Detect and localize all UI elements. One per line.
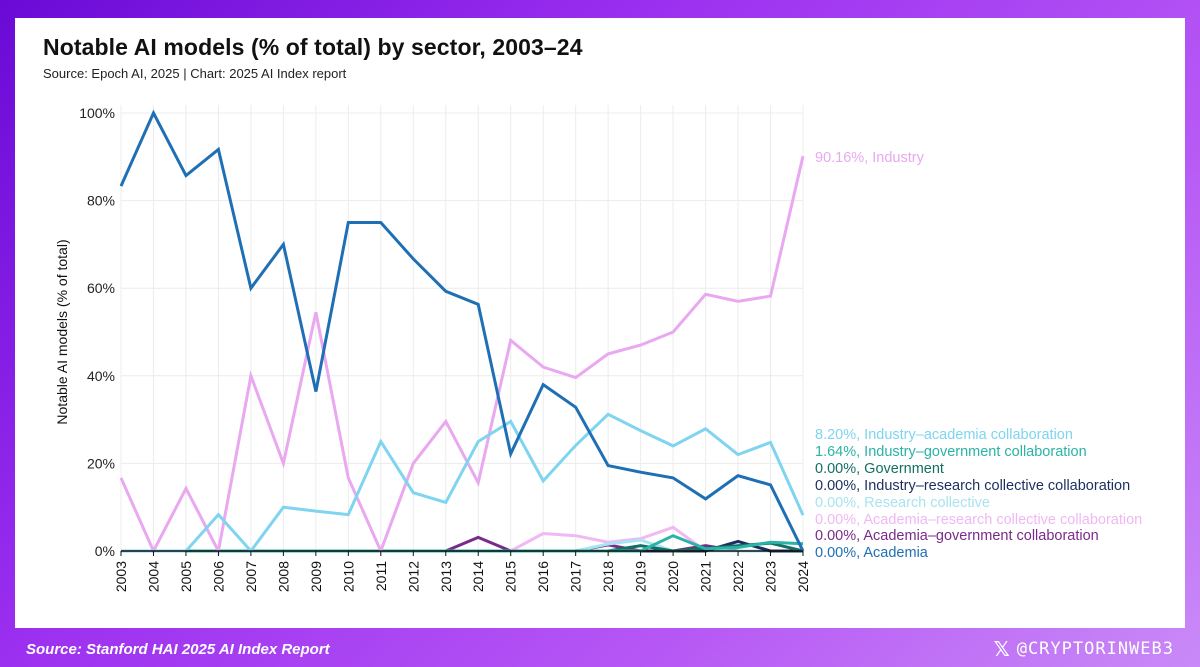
series-end-label: 90.16%, Industry <box>815 150 925 166</box>
series-end-label: 0.00%, Government <box>815 461 944 477</box>
y-tick-label: 40% <box>87 368 115 384</box>
x-tick-label: 2024 <box>795 561 811 592</box>
x-tick-label: 2006 <box>210 561 226 592</box>
axes: 0% 20% 40% 60% 80% 100% 2003 2004 2005 2006 2007 20… <box>54 105 811 592</box>
y-axis-label: Notable AI models (% of total) <box>54 239 70 424</box>
x-tick-label: 2013 <box>438 561 454 592</box>
chart-title: Notable AI models (% of total) by sector… <box>43 34 583 60</box>
x-tick-label: 2011 <box>373 561 389 591</box>
series-lines <box>119 109 805 556</box>
footer-source: Source: Stanford HAI 2025 AI Index Repor… <box>26 641 330 658</box>
x-tick-label: 2015 <box>503 561 519 592</box>
x-tick-label: 2017 <box>568 561 584 592</box>
y-tick-label: 60% <box>87 280 115 296</box>
series-end-label: 0.00%, Industry–research collective coll… <box>815 478 1130 494</box>
series-end-label: 0.00%, Research collective <box>815 495 990 511</box>
y-tick-label: 100% <box>79 105 115 121</box>
line-chart: 0% 20% 40% 60% 80% 100% 2003 2004 2005 2006 2007 20… <box>54 105 1142 592</box>
series-end-label: 0.00%, Academia–government collaboration <box>815 528 1099 544</box>
x-tick-label: 2014 <box>470 561 486 592</box>
x-tick-label: 2020 <box>665 561 681 592</box>
x-tick-label: 2021 <box>698 561 714 592</box>
x-tick-label: 2004 <box>145 561 161 592</box>
y-tick-label: 20% <box>87 455 115 471</box>
y-tick-label: 0% <box>95 543 115 559</box>
series-end-label: 1.64%, Industry–government collaboration <box>815 444 1087 460</box>
series-end-label: 8.20%, Industry–academia collaboration <box>815 427 1073 443</box>
x-tick-label: 2018 <box>600 561 616 592</box>
series-end-labels: 90.16%, Industry 8.20%, Industry–academia… <box>815 150 1142 561</box>
x-tick-label: 2023 <box>763 561 779 592</box>
x-tick-label: 2016 <box>535 561 551 592</box>
x-tick-label: 2008 <box>275 561 291 592</box>
x-tick-label: 2012 <box>405 561 421 592</box>
x-tick-label: 2009 <box>308 561 324 592</box>
series-line-academia <box>119 109 805 552</box>
chart-card: Notable AI models (% of total) by sector… <box>15 18 1185 628</box>
chart-subtitle: Source: Epoch AI, 2025 | Chart: 2025 AI … <box>43 66 347 81</box>
series-end-label: 0.00%, Academia–research collective coll… <box>815 512 1142 528</box>
footer-handle[interactable]: 𝕏 @CRYPTORINWEB3 <box>994 637 1174 661</box>
series-line-industry <box>119 155 805 556</box>
x-tick-label: 2019 <box>633 561 649 592</box>
x-tick-label: 2022 <box>730 561 746 592</box>
series-end-label: 0.00%, Academia <box>815 545 929 561</box>
y-tick-label: 80% <box>87 193 115 209</box>
x-logo-icon: 𝕏 <box>993 637 1011 661</box>
x-tick-label: 2007 <box>243 561 259 592</box>
x-tick-label: 2005 <box>178 561 194 592</box>
x-tick-label: 2010 <box>340 561 356 592</box>
handle-text: @CRYPTORINWEB3 <box>1016 639 1174 659</box>
x-tick-label: 2003 <box>113 561 129 592</box>
series-line-industry-academia-collaboration <box>121 412 805 554</box>
